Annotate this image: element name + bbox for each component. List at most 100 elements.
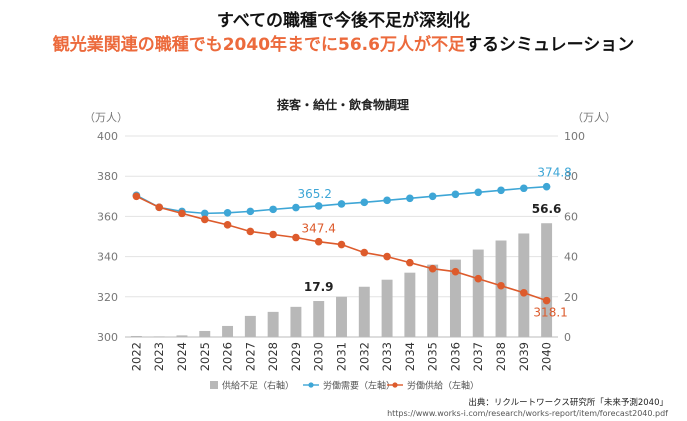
data-labels: 17.9 56.6 365.2 374.8 347.4 318.1: [298, 166, 572, 320]
headline-rest: するシミュレーション: [464, 35, 635, 55]
bar: [541, 223, 553, 337]
x-tick-label: 2033: [380, 342, 394, 371]
source-url: https://www.works-i.com/research/works-r…: [387, 409, 668, 418]
line-point: [314, 237, 323, 246]
bar: [130, 335, 142, 337]
headline-line-2: 観光業関連の職種でも2040年までに56.6万人が不足するシミュレーション: [0, 30, 687, 55]
bar: [176, 335, 188, 337]
line-point: [132, 192, 141, 201]
line-point: [497, 186, 505, 195]
legend-label: 労働供給（左軸）: [407, 380, 479, 392]
line-point: [474, 188, 483, 197]
legend-swatch-bar: [210, 381, 218, 389]
bar: [518, 233, 530, 337]
line-point: [360, 248, 369, 257]
line-point: [178, 209, 186, 218]
bar: [267, 311, 279, 337]
line-point: [223, 221, 232, 229]
line-point: [360, 198, 369, 207]
legend-label: 労働需要（左軸）: [323, 380, 395, 392]
bar: [427, 264, 439, 337]
right-tick-label: 60: [564, 210, 578, 223]
x-tick-label: 2037: [471, 342, 485, 371]
line-point: [474, 274, 483, 283]
line-point: [383, 252, 391, 261]
line-point: [337, 240, 346, 249]
data-label: 318.1: [533, 306, 567, 320]
bar-series: [130, 223, 553, 338]
left-tick-label: 380: [97, 170, 118, 183]
x-tick-label: 2038: [494, 342, 508, 371]
line-point: [542, 296, 551, 305]
left-tick-label: 400: [97, 130, 118, 143]
line-point: [451, 267, 460, 276]
line-series: [132, 182, 551, 305]
legend-swatch-point: [392, 382, 398, 388]
line-point: [406, 258, 414, 267]
right-tick-label: 20: [564, 291, 578, 304]
legend-swatch-point: [308, 382, 314, 388]
line-point: [269, 230, 277, 239]
left-tick-label: 300: [97, 331, 118, 344]
axis-ticks: 300 320 340 360 380 400 0 20 40 60 80 100: [97, 130, 585, 344]
x-tick-label: 2022: [129, 342, 143, 371]
line-point: [200, 209, 209, 218]
x-tick-label: 2028: [266, 342, 280, 371]
left-tick-label: 320: [97, 291, 118, 304]
x-tick-label: 2039: [517, 342, 531, 371]
line-point: [520, 184, 528, 193]
x-tick-label: 2029: [289, 342, 303, 371]
x-tick-label: 2035: [426, 342, 440, 371]
bar: [222, 325, 234, 337]
legend: 供給不足（右軸） 労働需要（左軸） 労働供給（左軸）: [210, 380, 479, 392]
series-line: [136, 185, 547, 215]
x-tick-label: 2032: [357, 342, 371, 371]
data-label: 56.6: [532, 202, 562, 216]
bar: [472, 249, 484, 337]
line-point: [497, 281, 505, 290]
right-tick-label: 100: [564, 130, 585, 143]
headline-highlight: 観光業関連の職種でも2040年までに56.6万人が不足: [52, 35, 465, 55]
left-tick-label: 360: [97, 210, 118, 223]
data-label: 17.9: [304, 280, 334, 294]
line-point: [200, 215, 209, 224]
data-label: 365.2: [298, 187, 332, 201]
line-point: [383, 196, 391, 205]
source-citation: 出典：リクルートワークス研究所「未来予測2040」: [468, 397, 668, 408]
left-tick-label: 340: [97, 251, 118, 264]
line-point: [451, 190, 460, 199]
line-point: [292, 203, 300, 212]
line-point: [542, 182, 551, 191]
line-point: [155, 203, 163, 212]
right-axis-unit: （万人）: [572, 111, 616, 124]
right-tick-label: 40: [564, 251, 578, 264]
x-axis-ticks: 2022 2023 2024 2025 2026 2027 2028 2029 2030 2031…: [129, 342, 553, 371]
x-tick-label: 2026: [221, 342, 235, 371]
bar: [153, 336, 165, 338]
x-tick-label: 2036: [448, 342, 462, 371]
x-tick-label: 2023: [152, 342, 166, 371]
line-point: [337, 200, 346, 208]
x-tick-label: 2034: [403, 342, 417, 371]
right-tick-label: 80: [564, 170, 578, 183]
line-point: [520, 288, 528, 297]
left-axis-unit: （万人）: [84, 111, 128, 124]
bar: [404, 272, 416, 337]
x-tick-label: 2027: [243, 342, 257, 371]
chart-title: 接客・給仕・飲食物調理: [277, 97, 409, 112]
x-tick-label: 2040: [540, 342, 554, 371]
data-label: 374.8: [537, 166, 571, 180]
line-point: [269, 205, 277, 214]
line-point: [292, 233, 300, 242]
series-line: [136, 195, 547, 302]
bar: [244, 315, 256, 337]
line-point: [428, 192, 437, 201]
bar: [449, 259, 461, 337]
bar: [381, 279, 393, 337]
line-point: [406, 194, 414, 203]
right-tick-label: 0: [564, 331, 571, 344]
data-label: 347.4: [302, 222, 336, 236]
bar: [313, 301, 325, 337]
line-point: [246, 207, 255, 216]
